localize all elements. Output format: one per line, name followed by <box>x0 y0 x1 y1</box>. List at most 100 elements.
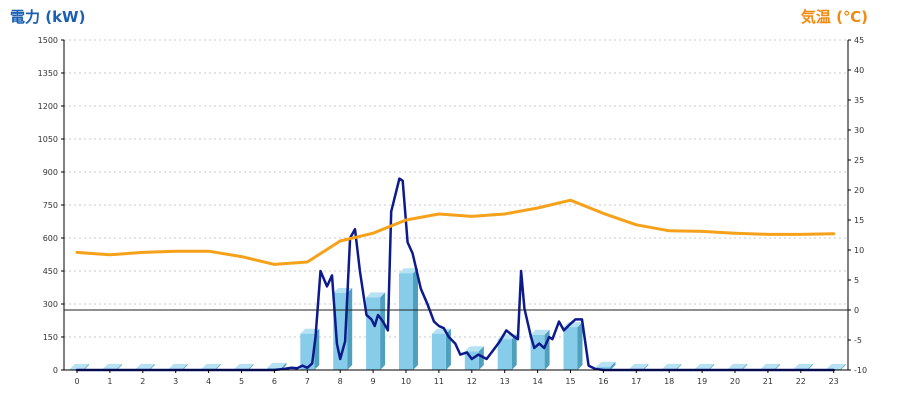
bar-front <box>366 297 381 370</box>
left-tick-label: 750 <box>43 201 58 210</box>
bar-side <box>511 334 517 370</box>
bar-top <box>300 328 320 334</box>
right-tick-label: 45 <box>854 36 864 45</box>
x-tick-label: 14 <box>533 377 543 386</box>
bar-top <box>596 361 616 367</box>
bar-top <box>135 363 155 369</box>
x-tick-label: 9 <box>371 377 376 386</box>
left-tick-label: 600 <box>43 234 58 243</box>
power-bar <box>399 268 418 370</box>
bar-side <box>478 346 484 370</box>
right-axis-title: 気温 (℃) <box>801 8 868 26</box>
power-bar <box>530 329 550 370</box>
bar-front <box>399 273 413 370</box>
bar-top <box>366 292 386 298</box>
bar-front <box>563 327 578 370</box>
left-tick-label: 1500 <box>38 36 58 45</box>
bar-side <box>774 363 780 370</box>
bar-side <box>116 363 122 370</box>
right-tick-label: 40 <box>854 66 864 75</box>
bar-side <box>84 363 89 370</box>
bar-side <box>577 322 583 370</box>
left-axis-ticks: 0 150 300 450 600 750 900 1050 1200 1350 1500 <box>38 36 64 375</box>
bar-top <box>793 363 813 369</box>
left-tick-label: 150 <box>43 333 58 342</box>
bar-side <box>215 363 221 370</box>
x-tick-label: 10 <box>401 377 411 386</box>
bar-top <box>234 363 254 369</box>
right-tick-label: 5 <box>854 276 859 285</box>
power-bar <box>563 322 583 370</box>
left-tick-label: 300 <box>43 300 58 309</box>
bar-top <box>267 362 287 368</box>
x-tick-label: 15 <box>565 377 575 386</box>
bar-top <box>70 363 89 369</box>
x-tick-label: 19 <box>697 377 707 386</box>
x-tick-label: 22 <box>796 377 806 386</box>
temperature-line <box>75 198 836 266</box>
x-tick-label: 13 <box>500 377 510 386</box>
bar-top <box>760 363 780 369</box>
left-tick-label: 450 <box>43 267 58 276</box>
bar-side <box>807 363 813 370</box>
bar-top <box>662 363 682 369</box>
x-tick-label: 12 <box>467 377 477 386</box>
bar-top <box>695 363 715 369</box>
bar-top <box>728 363 747 369</box>
x-tick-label: 0 <box>74 377 79 386</box>
axes <box>63 40 849 371</box>
bar-side <box>643 363 649 370</box>
right-tick-label: 20 <box>854 186 864 195</box>
left-tick-label: 1350 <box>38 69 58 78</box>
bar-side <box>347 288 353 370</box>
right-tick-label: 30 <box>854 126 864 135</box>
x-tick-label: 4 <box>206 377 211 386</box>
series-lines <box>75 177 836 372</box>
bar-side <box>742 363 747 370</box>
x-tick-label: 5 <box>239 377 244 386</box>
left-tick-label: 1200 <box>38 102 58 111</box>
bar-top <box>629 363 649 369</box>
right-tick-label: 10 <box>854 246 864 255</box>
gridlines <box>64 39 848 338</box>
bar-side <box>182 363 188 370</box>
bar-front <box>596 366 611 370</box>
x-tick-label: 23 <box>829 377 839 386</box>
right-axis-ticks: -10 -5 0 5 10 15 20 25 30 35 40 45 <box>848 36 867 375</box>
bar-top <box>399 268 418 274</box>
bar-front <box>300 333 315 370</box>
bar-side <box>149 363 155 370</box>
left-tick-label: 0 <box>53 366 58 375</box>
bar-top <box>826 363 846 369</box>
power-bar <box>366 292 386 370</box>
bar-top <box>530 329 550 335</box>
x-tick-label: 1 <box>107 377 112 386</box>
bar-side <box>248 363 254 370</box>
bar-side <box>380 292 386 370</box>
right-tick-label: 35 <box>854 96 864 105</box>
right-tick-label: 0 <box>854 306 859 315</box>
bar-top <box>168 363 188 369</box>
bar-side <box>709 363 715 370</box>
x-tick-label: 8 <box>338 377 343 386</box>
right-tick-label: -5 <box>854 336 862 345</box>
x-axis-ticks: 0 1 2 3 4 5 6 7 8 9 10 11 12 13 14 15 16 17 18 19 20 21 22 23 <box>74 370 839 386</box>
bar-front <box>431 333 446 370</box>
left-tick-label: 1050 <box>38 135 58 144</box>
bar-side <box>840 363 846 370</box>
x-tick-label: 20 <box>730 377 740 386</box>
bar-side <box>676 363 682 370</box>
bar-top <box>464 346 484 352</box>
left-axis-title: 電力 (kW) <box>10 8 85 26</box>
x-tick-label: 7 <box>305 377 310 386</box>
right-tick-label: 15 <box>854 216 864 225</box>
x-tick-label: 2 <box>140 377 145 386</box>
x-tick-label: 21 <box>763 377 773 386</box>
bar-side <box>610 361 616 370</box>
bar-top <box>201 363 221 369</box>
x-tick-label: 3 <box>173 377 178 386</box>
bar-front <box>497 339 512 370</box>
x-tick-label: 17 <box>631 377 641 386</box>
x-tick-label: 16 <box>598 377 608 386</box>
